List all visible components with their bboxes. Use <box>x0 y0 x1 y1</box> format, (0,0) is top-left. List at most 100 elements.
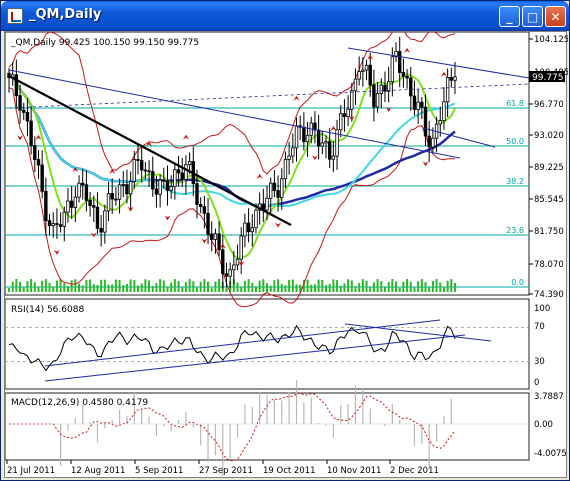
candle-body <box>327 141 332 160</box>
macd-axis-label: 3.7887 <box>534 392 564 402</box>
black-down-trendline <box>8 75 292 226</box>
candle-body <box>162 179 166 182</box>
fractal-up-icon <box>35 134 42 140</box>
candle-body <box>331 155 336 160</box>
fractal-up-icon <box>404 47 411 53</box>
chart-canvas[interactable]: 61.850.038.223.60.0 104.125100.48596.770… <box>4 25 569 479</box>
candle-body <box>276 190 280 198</box>
candle-body <box>139 160 144 171</box>
candle-body <box>7 72 11 78</box>
x-axis-label: 27 Sep 2011 <box>199 466 253 476</box>
fib-label: 0.0 <box>511 278 524 287</box>
rsi-axis-label: 0 <box>534 378 539 388</box>
x-axis-label: 12 Aug 2011 <box>71 466 125 476</box>
candle-body <box>117 184 122 200</box>
macd-layer <box>5 379 529 477</box>
candle-body <box>361 69 365 72</box>
fractal-up-icon <box>72 167 79 173</box>
fractal-down-icon <box>348 115 355 121</box>
x-axis-label: 21 Jul 2011 <box>7 466 55 476</box>
candle-body <box>206 212 210 235</box>
fractal-down-icon <box>422 161 429 167</box>
candle-body <box>36 159 41 166</box>
window-title: _QM,Daily <box>29 7 102 22</box>
candle-body <box>187 161 192 166</box>
candle-body <box>412 95 417 110</box>
candle-body <box>81 182 85 186</box>
macd-header: MACD(12,26,9) 0.4580 0.4179 <box>11 398 148 408</box>
candle-body <box>294 125 299 149</box>
candle-body <box>372 84 376 108</box>
x-axis-label: 10 Nov 2011 <box>327 466 381 476</box>
current-price-label: 99.775 <box>532 73 564 83</box>
bollinger-lower-line <box>8 87 456 308</box>
candle-body <box>379 84 383 94</box>
price-axis-label: 74.390 <box>534 290 564 300</box>
long-down-trendline <box>8 69 461 159</box>
fib-label: 23.6 <box>506 226 524 235</box>
maximize-button[interactable]: □ <box>522 6 543 27</box>
candle-body <box>121 184 125 186</box>
candle-body <box>44 190 48 222</box>
fractal-up-icon <box>293 95 300 101</box>
candle-body <box>409 77 413 97</box>
candle-body <box>143 169 148 172</box>
candle-body <box>228 269 232 277</box>
fib-label: 61.8 <box>506 99 524 108</box>
candle-body <box>254 209 258 229</box>
fractal-down-icon <box>385 106 392 112</box>
candle-body <box>103 210 107 233</box>
candle-body <box>84 184 89 201</box>
candle-body <box>128 181 133 195</box>
candle-body <box>416 101 420 110</box>
close-button[interactable]: ✕ <box>545 6 566 27</box>
candle-body <box>350 90 354 110</box>
candle-body <box>210 233 214 240</box>
minimize-button[interactable]: _ <box>499 6 520 27</box>
fractal-down-icon <box>311 155 318 161</box>
title-bar[interactable]: _QM,Daily _ □ ✕ <box>1 1 569 31</box>
x-axis-label: 19 Oct 2011 <box>263 466 316 476</box>
candle-body <box>368 64 372 86</box>
candle-body <box>125 184 129 195</box>
candle-body <box>291 147 295 157</box>
candle-body <box>232 264 236 271</box>
chart-svg[interactable]: 61.850.038.223.60.0 104.125100.48596.770… <box>4 25 569 479</box>
candle-body <box>40 164 44 192</box>
rsi-axis-label: 100 <box>534 304 550 314</box>
rsi-axis-label: 30 <box>534 357 545 367</box>
fractal-up-icon <box>440 71 447 77</box>
candle-body <box>92 205 96 208</box>
rsi-layer <box>5 319 529 382</box>
candle-body <box>316 129 321 147</box>
current-price-box <box>529 71 565 82</box>
candle-body <box>383 84 387 92</box>
candle-body <box>176 169 181 174</box>
fractal-down-icon <box>127 206 134 212</box>
candle-body <box>62 211 66 227</box>
lower-channel-line <box>422 127 496 148</box>
candle-body <box>106 193 111 212</box>
candle-body <box>33 145 37 160</box>
macd-axis-label: -4.0075 <box>534 449 567 459</box>
candle-body <box>269 182 273 199</box>
fractal-down-icon <box>90 232 97 238</box>
fractal-up-icon <box>367 54 374 60</box>
candle-body <box>453 76 457 81</box>
candle-body <box>246 222 251 233</box>
candle-body <box>110 193 114 200</box>
candle-body <box>320 142 325 147</box>
price-axis-label: 89.225 <box>534 163 564 173</box>
candle-body <box>88 199 92 207</box>
fractal-down-icon <box>53 249 60 255</box>
candle-body <box>173 169 177 188</box>
price-layer: 61.8 50.0 38.2 23.6 0.0 <box>5 25 530 308</box>
candle-body <box>217 233 221 251</box>
price-header: _QM,Daily 99.425 100.150 99.150 99.775 <box>10 38 199 48</box>
candle-body <box>265 197 269 211</box>
fractal-down-icon <box>164 215 171 221</box>
candle-body <box>18 95 22 111</box>
candle-body <box>398 51 402 73</box>
upper-channel-line <box>347 47 530 79</box>
